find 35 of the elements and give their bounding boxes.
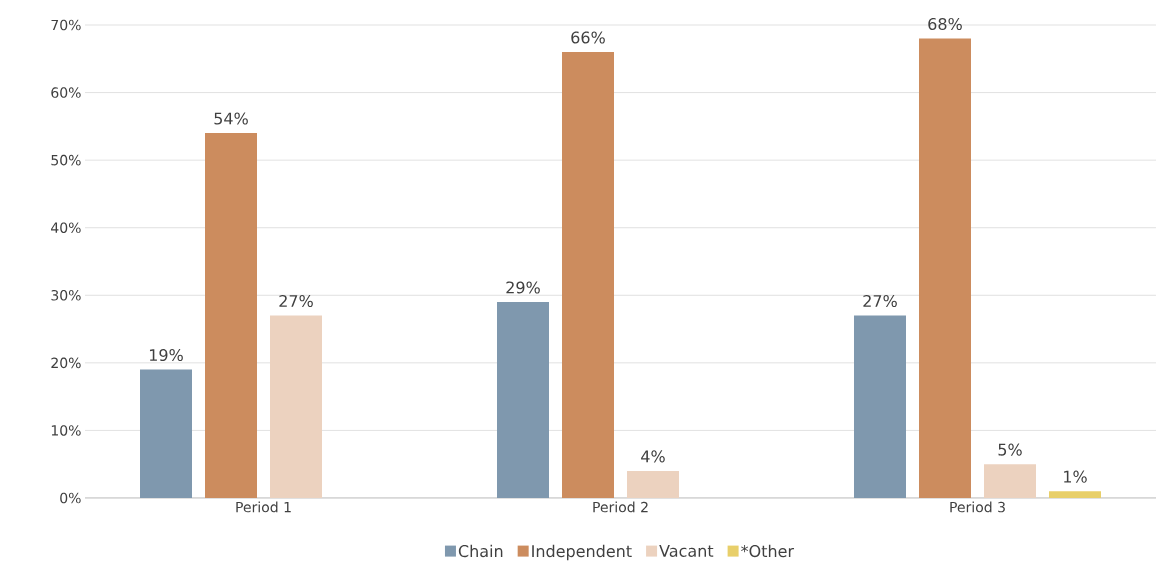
data-label: 27% [863,294,897,308]
y-tick-label: 50% [51,154,81,166]
bar [497,302,549,498]
bar [562,52,614,498]
x-tick-label: Period 1 [236,501,291,513]
y-tick-label: 0% [60,492,81,504]
data-label: 19% [149,348,183,362]
data-label: 29% [506,281,540,294]
y-tick-label: 10% [51,425,81,436]
bar [919,38,971,498]
legend-label: Chain [458,544,503,558]
data-label: 68% [928,17,962,30]
data-label: 66% [571,31,605,44]
data-label: 5% [998,443,1022,456]
y-tick-label: 70% [51,19,81,31]
y-tick-label: 30% [51,289,81,301]
data-label: 54% [214,112,248,125]
bar [984,464,1036,498]
legend-label: Independent [532,544,632,561]
bar [270,315,322,498]
bar [1049,491,1101,498]
data-label: 1% [1064,470,1087,483]
bar [853,315,906,498]
x-tick-label: Period 3 [950,501,1005,513]
legend-label: *Other [741,544,795,558]
y-tick-label: 60% [51,87,81,98]
y-tick-label: 40% [51,222,81,234]
x-tick-label: Period 2 [593,501,648,513]
data-label: 4% [641,450,665,463]
y-tick-label: 20% [51,357,81,369]
data-label: 27% [279,294,313,308]
bar [140,369,192,498]
bar [205,133,257,498]
legend-label: Vacant [659,545,714,557]
bar [627,470,679,498]
